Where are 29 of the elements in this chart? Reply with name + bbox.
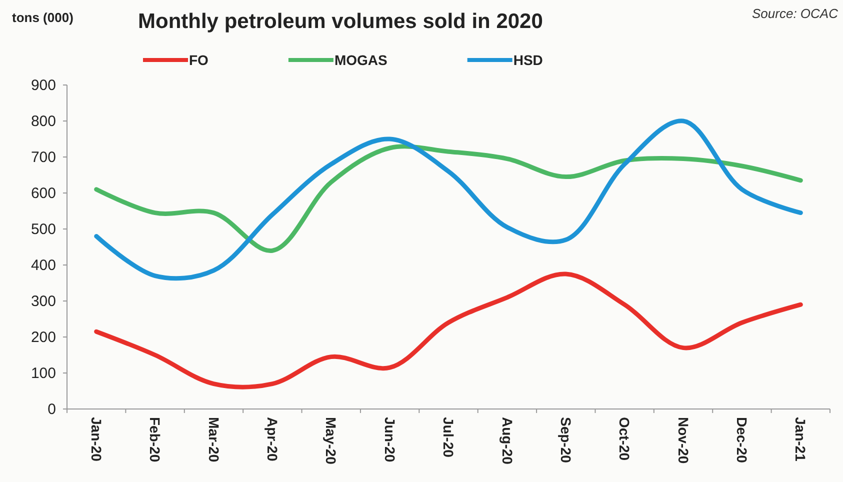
y-tick-label: 600 (30, 184, 56, 202)
source-note: Source: OCAC (752, 6, 839, 21)
x-tick-label: Dec-20 (734, 417, 750, 464)
y-tick-label: 300 (30, 292, 56, 310)
x-tick-label: Oct-20 (616, 417, 633, 461)
y-tick-label: 0 (48, 400, 56, 418)
legend-label: MOGAS (334, 52, 388, 68)
legend-label: FO (189, 52, 209, 68)
x-tick-label: Jan-20 (88, 417, 104, 462)
y-tick-label: 200 (30, 328, 56, 346)
y-tick-label: 700 (30, 148, 56, 166)
x-tick-label: Mar-20 (206, 417, 222, 462)
x-tick-label: Apr-20 (264, 417, 281, 462)
y-tick-label: 800 (30, 112, 56, 130)
x-tick-label: Jun-20 (382, 417, 398, 462)
y-axis-title: tons (000) (12, 10, 74, 25)
x-tick-label: Sep-20 (558, 417, 574, 464)
x-tick-label: Feb-20 (147, 417, 164, 462)
x-tick-label: May-20 (323, 417, 340, 465)
chart-title: Monthly petroleum volumes sold in 2020 (138, 10, 543, 33)
x-tick-label: Aug-20 (499, 417, 516, 465)
y-tick-label: 400 (30, 256, 56, 274)
legend-label: HSD (513, 52, 543, 68)
x-tick-label: Jul-20 (440, 417, 457, 458)
x-tick-label: Nov-20 (675, 417, 692, 464)
y-tick-label: 100 (30, 364, 56, 382)
y-tick-label: 500 (30, 220, 56, 238)
y-tick-label: 900 (30, 76, 56, 94)
x-tick-label: Jan-21 (792, 417, 809, 462)
